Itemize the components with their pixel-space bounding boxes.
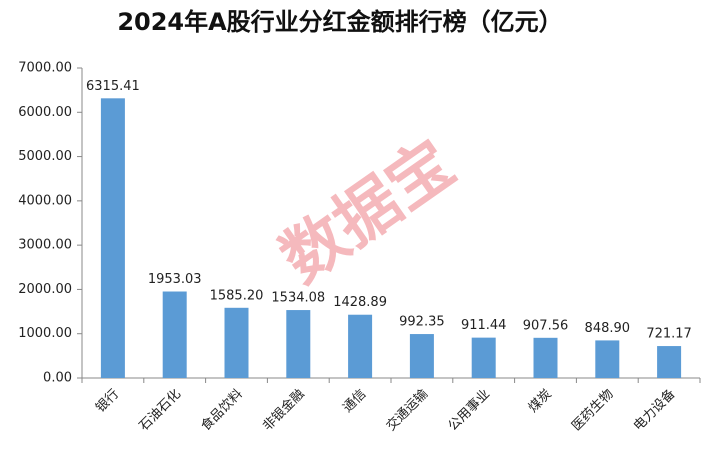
bar xyxy=(162,291,187,378)
bar xyxy=(348,314,373,378)
bar xyxy=(595,340,620,378)
value-label: 911.44 xyxy=(461,318,507,333)
y-tick-label: 0.00 xyxy=(43,371,72,386)
y-tick-label: 4000.00 xyxy=(18,193,72,208)
y-tick-label: 5000.00 xyxy=(18,149,72,164)
value-label: 1534.08 xyxy=(271,291,325,306)
chart-title: 2024年A股行业分红金额排行榜（亿元） xyxy=(117,8,562,36)
bar xyxy=(224,307,249,378)
value-label: 721.17 xyxy=(646,327,692,342)
y-tick-label: 7000.00 xyxy=(18,61,72,76)
value-label: 907.56 xyxy=(523,318,569,333)
y-tick-label: 2000.00 xyxy=(18,282,72,297)
value-label: 6315.41 xyxy=(86,79,140,94)
y-tick-label: 6000.00 xyxy=(18,105,72,120)
bar xyxy=(409,334,434,378)
value-label: 848.90 xyxy=(585,321,631,336)
y-tick-label: 3000.00 xyxy=(18,238,72,253)
y-tick-label: 1000.00 xyxy=(18,326,72,341)
value-label: 1428.89 xyxy=(333,295,387,310)
value-label: 1953.03 xyxy=(148,272,202,287)
value-label: 1585.20 xyxy=(210,288,264,303)
bar xyxy=(471,337,496,378)
bar xyxy=(533,337,558,378)
bar xyxy=(100,98,125,378)
value-label: 992.35 xyxy=(399,315,445,330)
bar xyxy=(286,310,311,378)
bar xyxy=(657,346,682,378)
